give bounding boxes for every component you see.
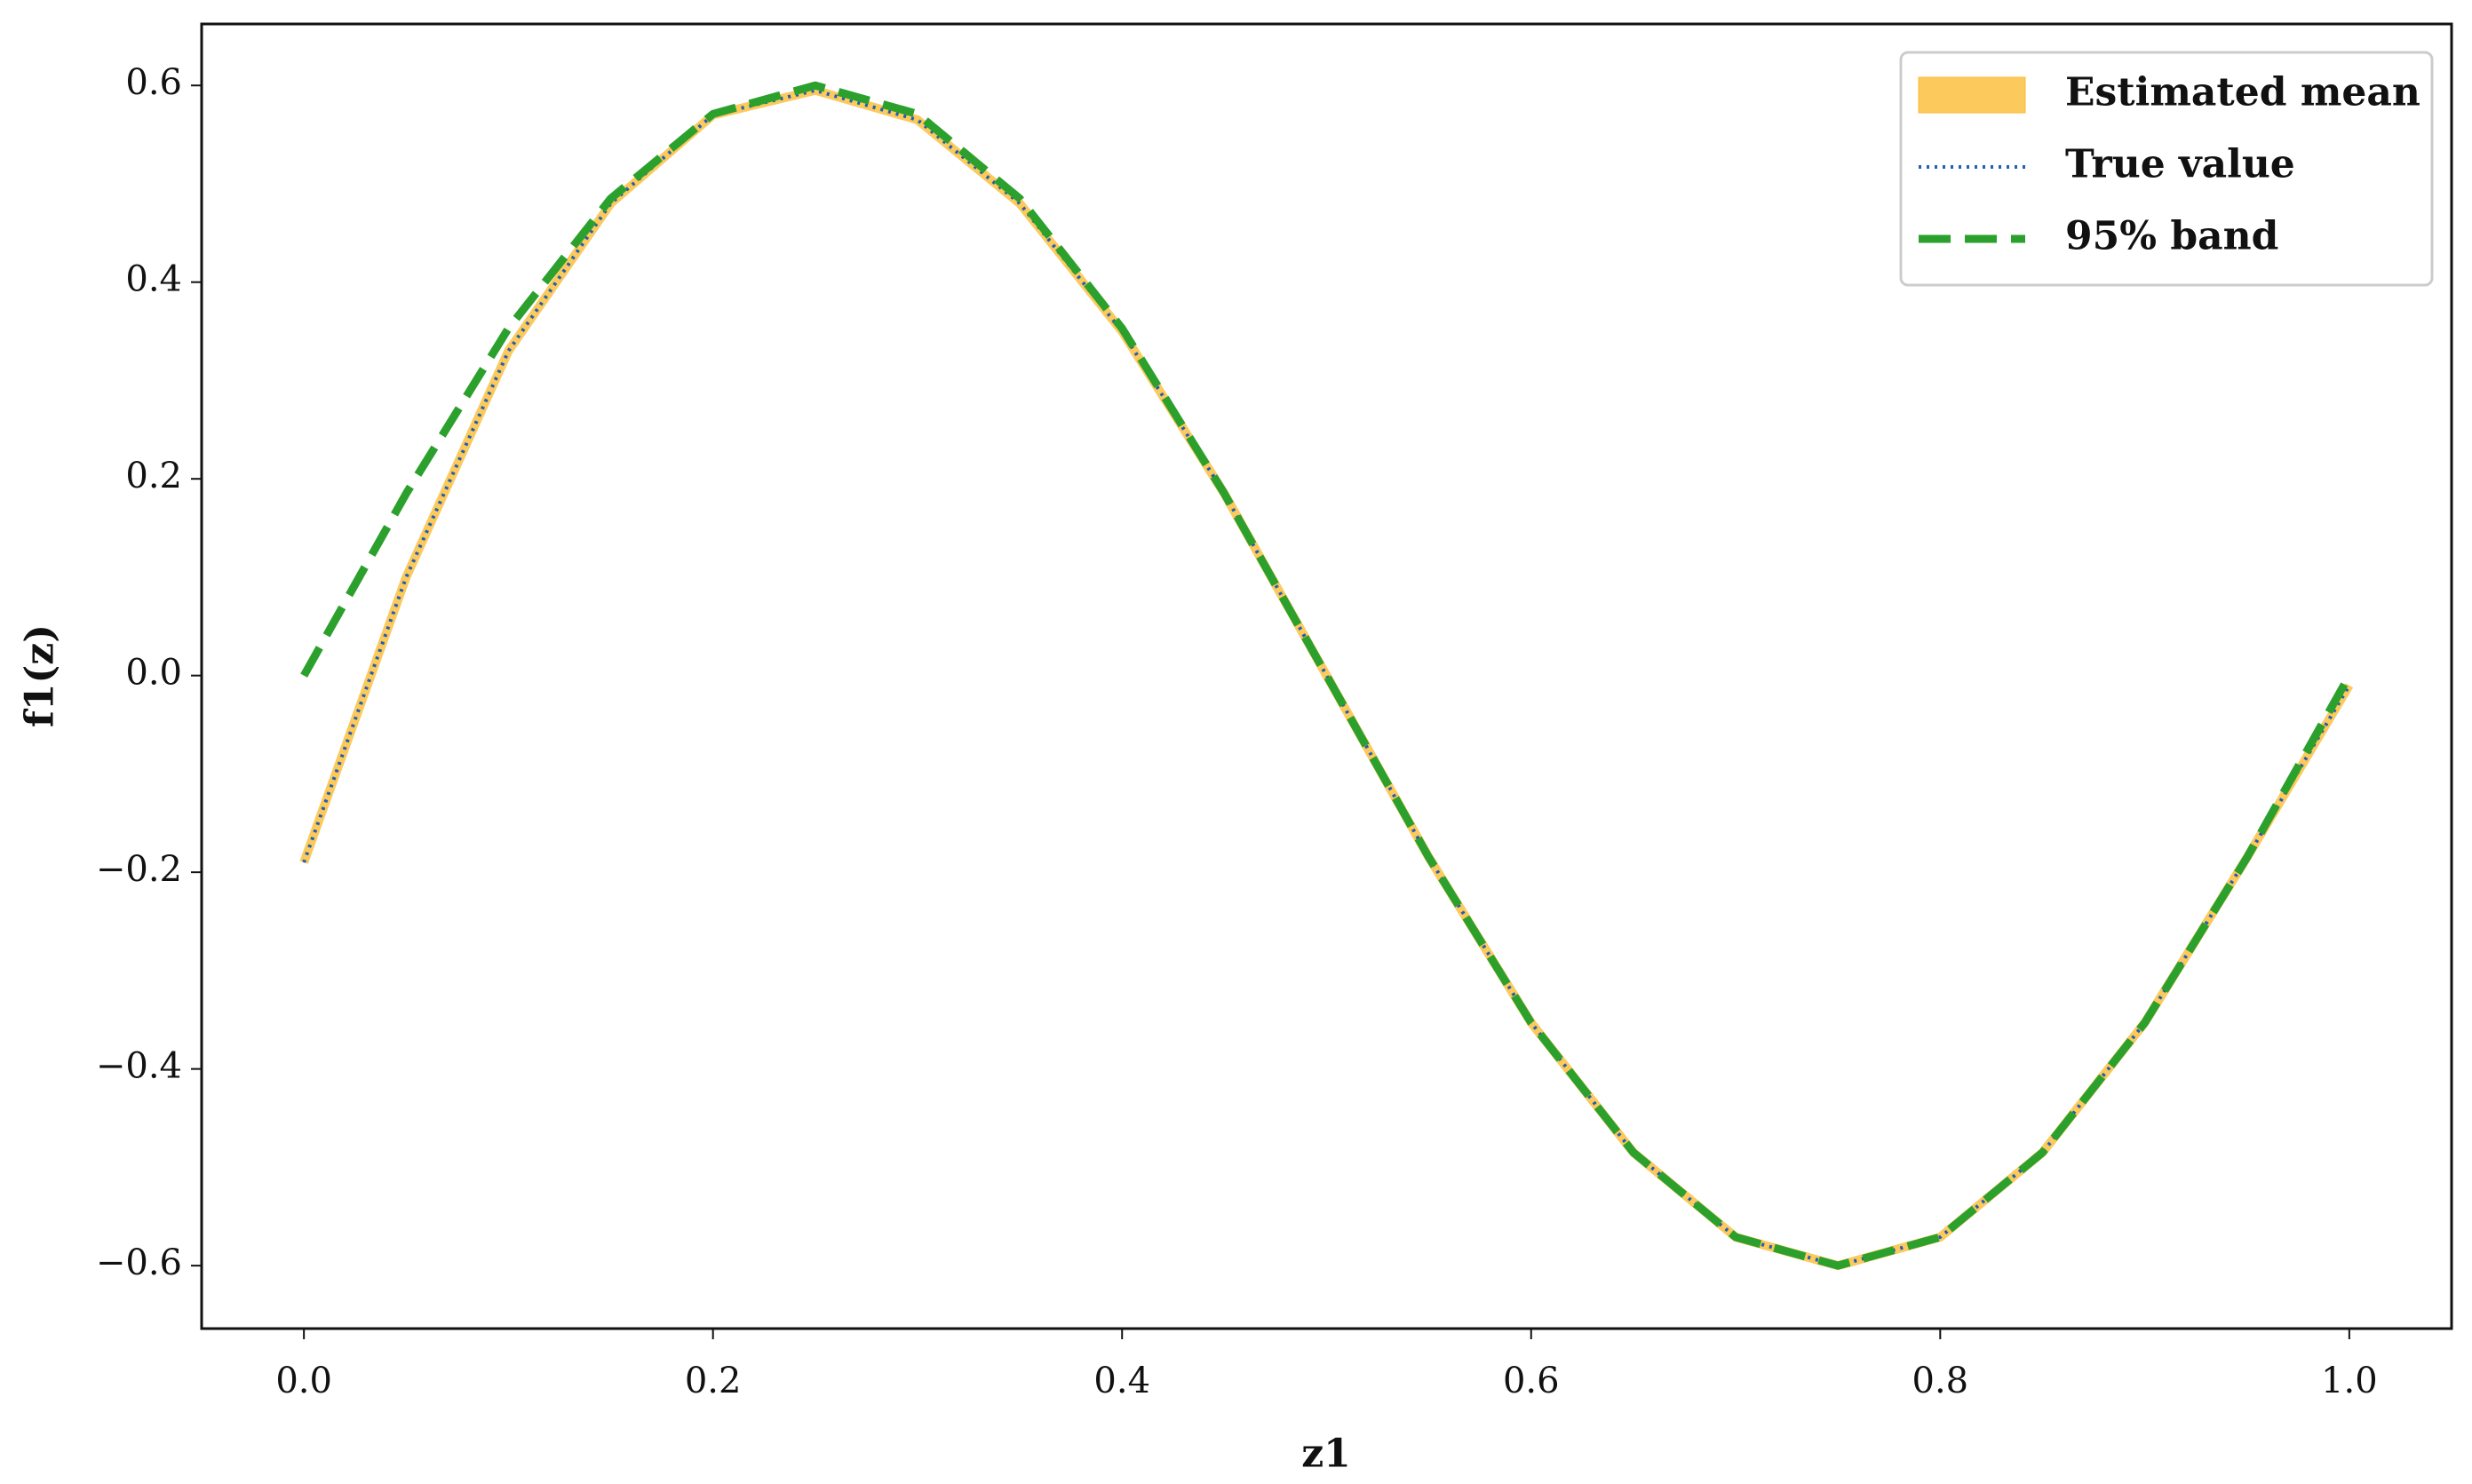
x-tick-label: 0.4 [1093, 1361, 1150, 1401]
legend-label: True value [2065, 142, 2295, 187]
series-line [300, 81, 2353, 1270]
y-tick-label: −0.4 [96, 1046, 182, 1087]
x-tick-label: 1.0 [2321, 1361, 2378, 1401]
x-tick-label: 0.2 [685, 1361, 742, 1401]
legend-label: Estimated mean [2065, 70, 2420, 115]
y-tick-label: −0.6 [96, 1242, 182, 1283]
legend-label: 95% band [2065, 214, 2278, 259]
y-axis-label: f1(z) [18, 624, 63, 727]
y-tick-label: 0.6 [125, 62, 182, 103]
y-tick-label: 0.2 [125, 456, 182, 496]
y-tick-label: 0.4 [125, 259, 182, 300]
axes-frame [200, 22, 2453, 1330]
y-tick-label: −0.2 [96, 849, 182, 890]
x-tick-label: 0.8 [1912, 1361, 1969, 1401]
x-tick-label: 0.0 [275, 1361, 332, 1401]
legend-box [1899, 51, 2434, 287]
legend-swatch [1918, 76, 2026, 114]
x-tick-label: 0.6 [1503, 1361, 1560, 1401]
x-axis-label: z1 [1301, 1432, 1351, 1477]
y-tick-label: 0.0 [125, 653, 182, 694]
